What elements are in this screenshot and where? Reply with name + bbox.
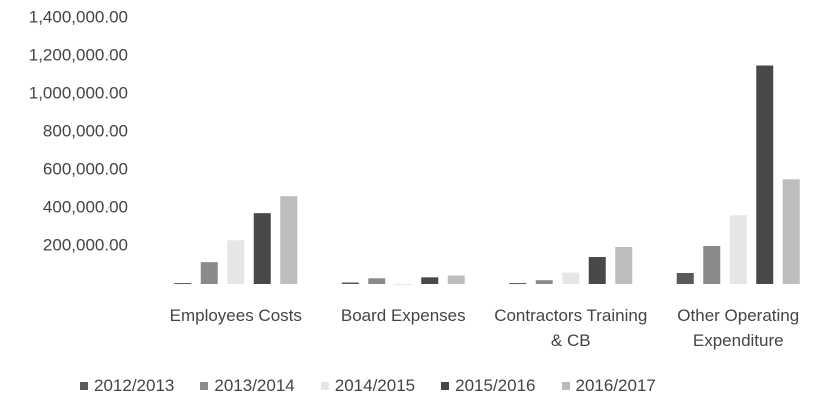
x-tick-label: Board Expenses (340, 306, 466, 325)
bar (615, 246, 633, 284)
bar (756, 65, 774, 284)
bar (200, 262, 218, 284)
legend-swatch (561, 382, 570, 390)
y-tick-label: 1,400,000.00 (29, 7, 128, 26)
bar (341, 282, 359, 284)
x-tick-label: Employees Costs (169, 306, 302, 325)
legend-item: 2015/2016 (441, 376, 536, 396)
y-tick-label: 800,000.00 (43, 121, 128, 140)
bar (421, 277, 439, 284)
legend-item: 2012/2013 (80, 376, 174, 396)
bar (782, 179, 800, 284)
bar (509, 283, 527, 285)
bar (394, 284, 412, 285)
bar (253, 213, 271, 284)
legend-label: 2013/2014 (214, 376, 295, 395)
legend-swatch (200, 382, 209, 390)
legend-swatch (320, 382, 329, 390)
legend-item: 2016/2017 (561, 376, 656, 396)
legend-label: 2012/2013 (94, 376, 175, 395)
y-tick-label: 1,200,000.00 (29, 45, 128, 64)
legend-swatch (80, 382, 88, 390)
legend-label: 2014/2015 (334, 376, 416, 395)
bar (174, 283, 192, 285)
bar (280, 196, 298, 284)
y-tick-label: 600,000.00 (43, 159, 128, 178)
legend-label: 2016/2017 (575, 376, 656, 395)
y-tick-label: 1,000,000.00 (29, 83, 128, 102)
bar (227, 240, 245, 284)
y-tick-label: 200,000.00 (43, 235, 128, 254)
bar (535, 280, 553, 284)
x-tick-label: Contractors Training & CB (494, 306, 648, 350)
bar (588, 257, 606, 284)
bar (447, 275, 465, 284)
legend-swatch (441, 382, 450, 390)
x-tick-label: Other Operating Expenditure (677, 306, 800, 350)
legend-item: 2014/2015 (320, 376, 416, 396)
legend-label: 2015/2016 (455, 376, 536, 395)
bar (729, 215, 747, 284)
bar (562, 272, 580, 284)
bar (368, 278, 386, 284)
bar (676, 272, 694, 284)
bar (703, 246, 721, 284)
legend-item: 2013/2014 (200, 376, 295, 396)
y-tick-label: 400,000.00 (43, 197, 128, 216)
legend: 2012/2013 2013/2014 2014/2015 2015/2016 2016… (80, 376, 656, 396)
